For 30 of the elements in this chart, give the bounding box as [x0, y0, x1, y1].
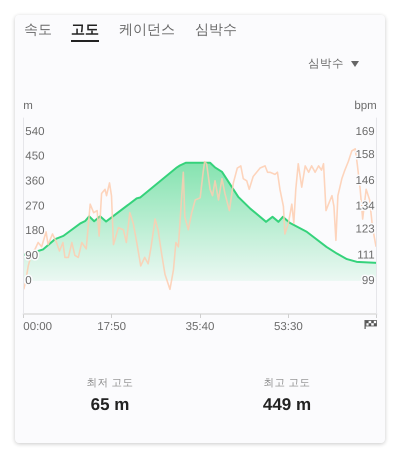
y-tick-label: 90 [25, 250, 38, 262]
y2-tick-label: 158 [356, 149, 375, 162]
chart-title: 고도 [71, 21, 99, 38]
text: 최저 고도 [86, 377, 134, 390]
text: 65 m [90, 395, 130, 415]
y-tick-label: 450 [25, 150, 44, 163]
y-tick-label: 180 [25, 225, 44, 238]
text: 심박수 [195, 21, 237, 38]
y-tick-label: 0 [25, 274, 32, 287]
y-tick-label: 360 [25, 175, 44, 188]
y2-tick-label: 123 [356, 224, 375, 236]
y-tick-label: 270 [25, 200, 44, 212]
y2-tick-label: 169 [356, 126, 375, 138]
text: 케이던스 [119, 21, 175, 38]
text: 속도 [24, 21, 52, 38]
y2-tick-label: 99 [362, 274, 375, 287]
y2-tick-label: 146 [356, 174, 375, 187]
x-tick-label: 53:30 [274, 321, 303, 333]
y-tick-label: 540 [25, 126, 44, 138]
y2-axis-title: bpm [354, 100, 377, 112]
x-tick-label: 35:40 [186, 321, 214, 333]
text: 최고 고도 [262, 377, 312, 390]
y-axis-title: m [23, 100, 33, 112]
y2-tick-label: 111 [357, 249, 375, 262]
x-tick-label: 00:00 [23, 321, 52, 333]
text: 449 m [262, 395, 312, 415]
x-tick-label: 17:50 [97, 321, 126, 333]
line-series [22, 148, 377, 290]
y2-tick-label: 134 [356, 200, 376, 212]
text: 심박수 [308, 57, 344, 71]
